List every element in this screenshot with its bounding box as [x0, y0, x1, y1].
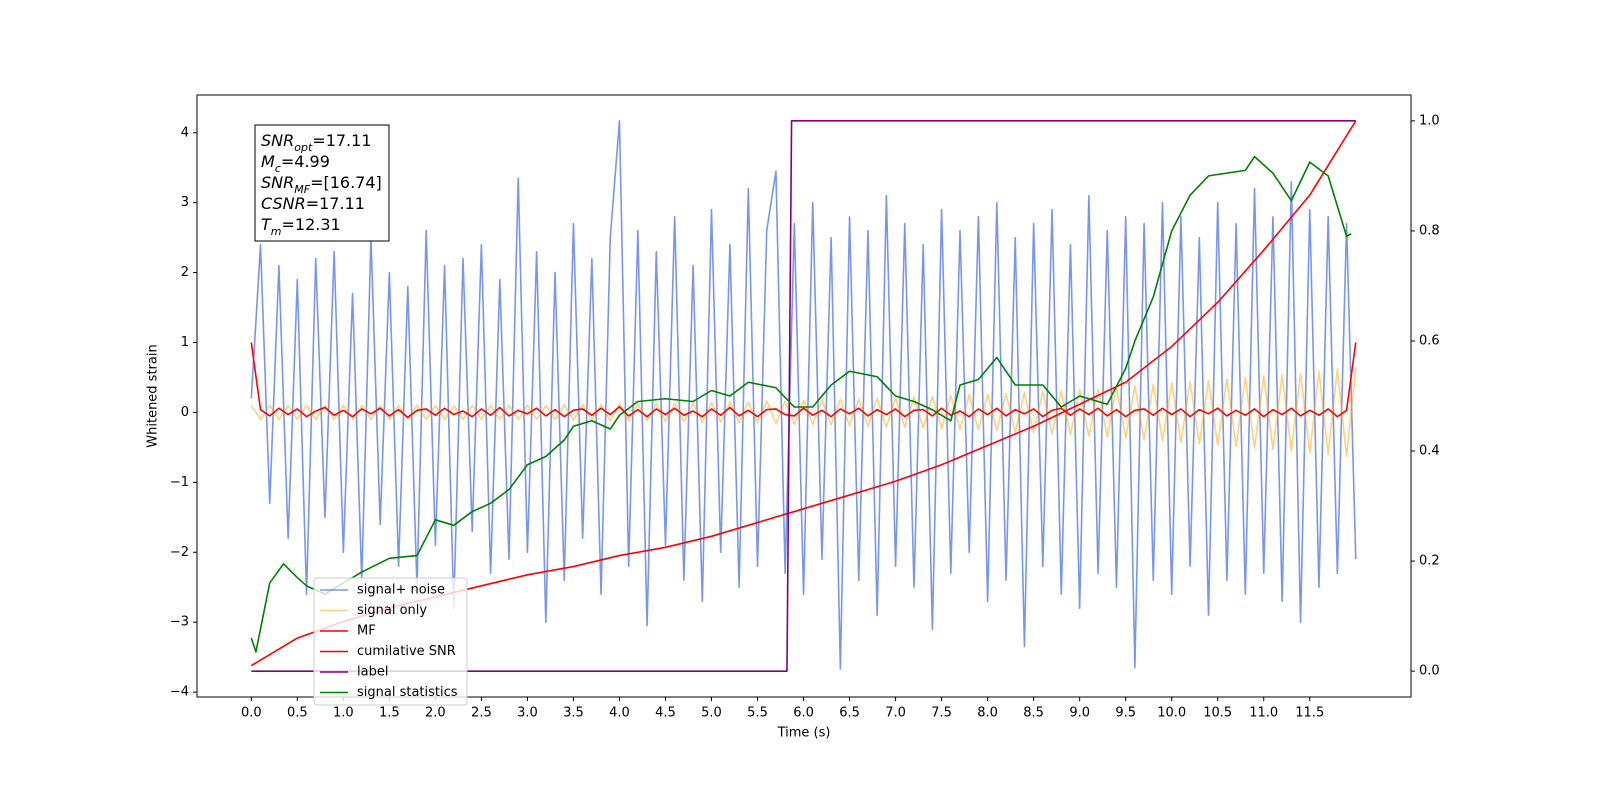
x-tick-label: 2.5 — [471, 706, 492, 721]
series-line — [250, 120, 1357, 670]
y-tick-label: 0 — [181, 405, 189, 420]
x-tick-label: 0.0 — [241, 706, 262, 721]
annotation-symbol: CSNR — [261, 194, 306, 213]
y-tick-label: 3 — [181, 195, 189, 210]
series-line — [251, 120, 1356, 672]
x-tick-label: 3.5 — [563, 706, 584, 721]
x-tick-label: 11.5 — [1295, 706, 1324, 721]
annotation-value: =[16.74] — [310, 173, 382, 192]
annotation-value: =17.11 — [312, 131, 371, 150]
annotation-value: =12.31 — [282, 215, 341, 234]
legend-label: signal statistics — [357, 685, 458, 700]
y2-tick-label: 0.8 — [1419, 223, 1440, 238]
x-tick-label: 6.5 — [839, 706, 860, 721]
legend-label: cumilative SNR — [357, 644, 456, 659]
series-line — [250, 366, 1357, 458]
y2-tick-label: 0.6 — [1419, 333, 1440, 348]
annotation-subscript: opt — [294, 141, 313, 154]
x-tick-label: 5.5 — [747, 706, 768, 721]
x-tick-label: 9.0 — [1069, 706, 1090, 721]
annotation-box — [254, 124, 390, 242]
annotation-subscript: m — [271, 225, 282, 238]
legend-label: MF — [357, 624, 376, 639]
x-tick-label: 7.0 — [885, 706, 906, 721]
annotation-symbol: T — [261, 215, 272, 234]
x-axis-label: Time (s) — [777, 726, 831, 741]
x-tick-label: 2.0 — [425, 706, 446, 721]
annotation-value: =17.11 — [306, 194, 365, 213]
x-tick-label: 5.0 — [701, 706, 722, 721]
legend-label: signal+ noise — [357, 583, 445, 598]
series-line — [250, 342, 1357, 419]
x-tick-label: 4.5 — [655, 706, 676, 721]
y-tick-label: −4 — [170, 685, 189, 700]
x-tick-label: 6.0 — [793, 706, 814, 721]
x-tick-label: 11.0 — [1249, 706, 1278, 721]
annotation-line: SNRMF=[16.74] — [261, 173, 382, 196]
x-tick-label: 8.5 — [1023, 706, 1044, 721]
legend-label: signal only — [357, 603, 427, 618]
x-tick-label: 7.5 — [931, 706, 952, 721]
y-tick-label: 2 — [181, 265, 189, 280]
annotation-symbol: SNR — [261, 173, 294, 192]
x-tick-label: 1.5 — [379, 706, 400, 721]
y-tick-label: −1 — [170, 475, 189, 490]
series-line — [250, 155, 1352, 653]
annotation-subscript: c — [275, 162, 281, 175]
y2-tick-label: 0.2 — [1419, 554, 1440, 569]
y-axis-label: Whitened strain — [146, 344, 161, 447]
y-tick-label: −2 — [170, 545, 189, 560]
annotation-subscript: MF — [294, 183, 310, 196]
annotation-symbol: M — [261, 152, 275, 171]
x-tick-label: 9.5 — [1115, 706, 1136, 721]
x-tick-label: 10.5 — [1203, 706, 1232, 721]
x-tick-label: 3.0 — [517, 706, 538, 721]
y-tick-label: 4 — [181, 125, 189, 140]
x-tick-label: 8.0 — [977, 706, 998, 721]
legend-label: label — [357, 665, 388, 680]
y-tick-label: −3 — [170, 615, 189, 630]
x-tick-label: 4.0 — [609, 706, 630, 721]
y2-tick-label: 0.0 — [1419, 664, 1440, 679]
x-tick-label: 0.5 — [287, 706, 308, 721]
annotation-line: Tm=12.31 — [261, 215, 341, 238]
y2-tick-label: 1.0 — [1419, 113, 1440, 128]
x-tick-label: 1.0 — [333, 706, 354, 721]
annotation-line: Mc=4.99 — [261, 152, 330, 175]
y-tick-label: 1 — [181, 335, 189, 350]
y2-tick-label: 0.4 — [1419, 444, 1440, 459]
legend-box — [313, 577, 468, 706]
annotation-line: SNRopt=17.11 — [261, 131, 372, 154]
annotation-value: =4.99 — [281, 152, 330, 171]
annotation-line: CSNR=17.11 — [261, 194, 365, 213]
x-tick-label: 10.0 — [1157, 706, 1186, 721]
annotation-symbol: SNR — [261, 131, 294, 150]
